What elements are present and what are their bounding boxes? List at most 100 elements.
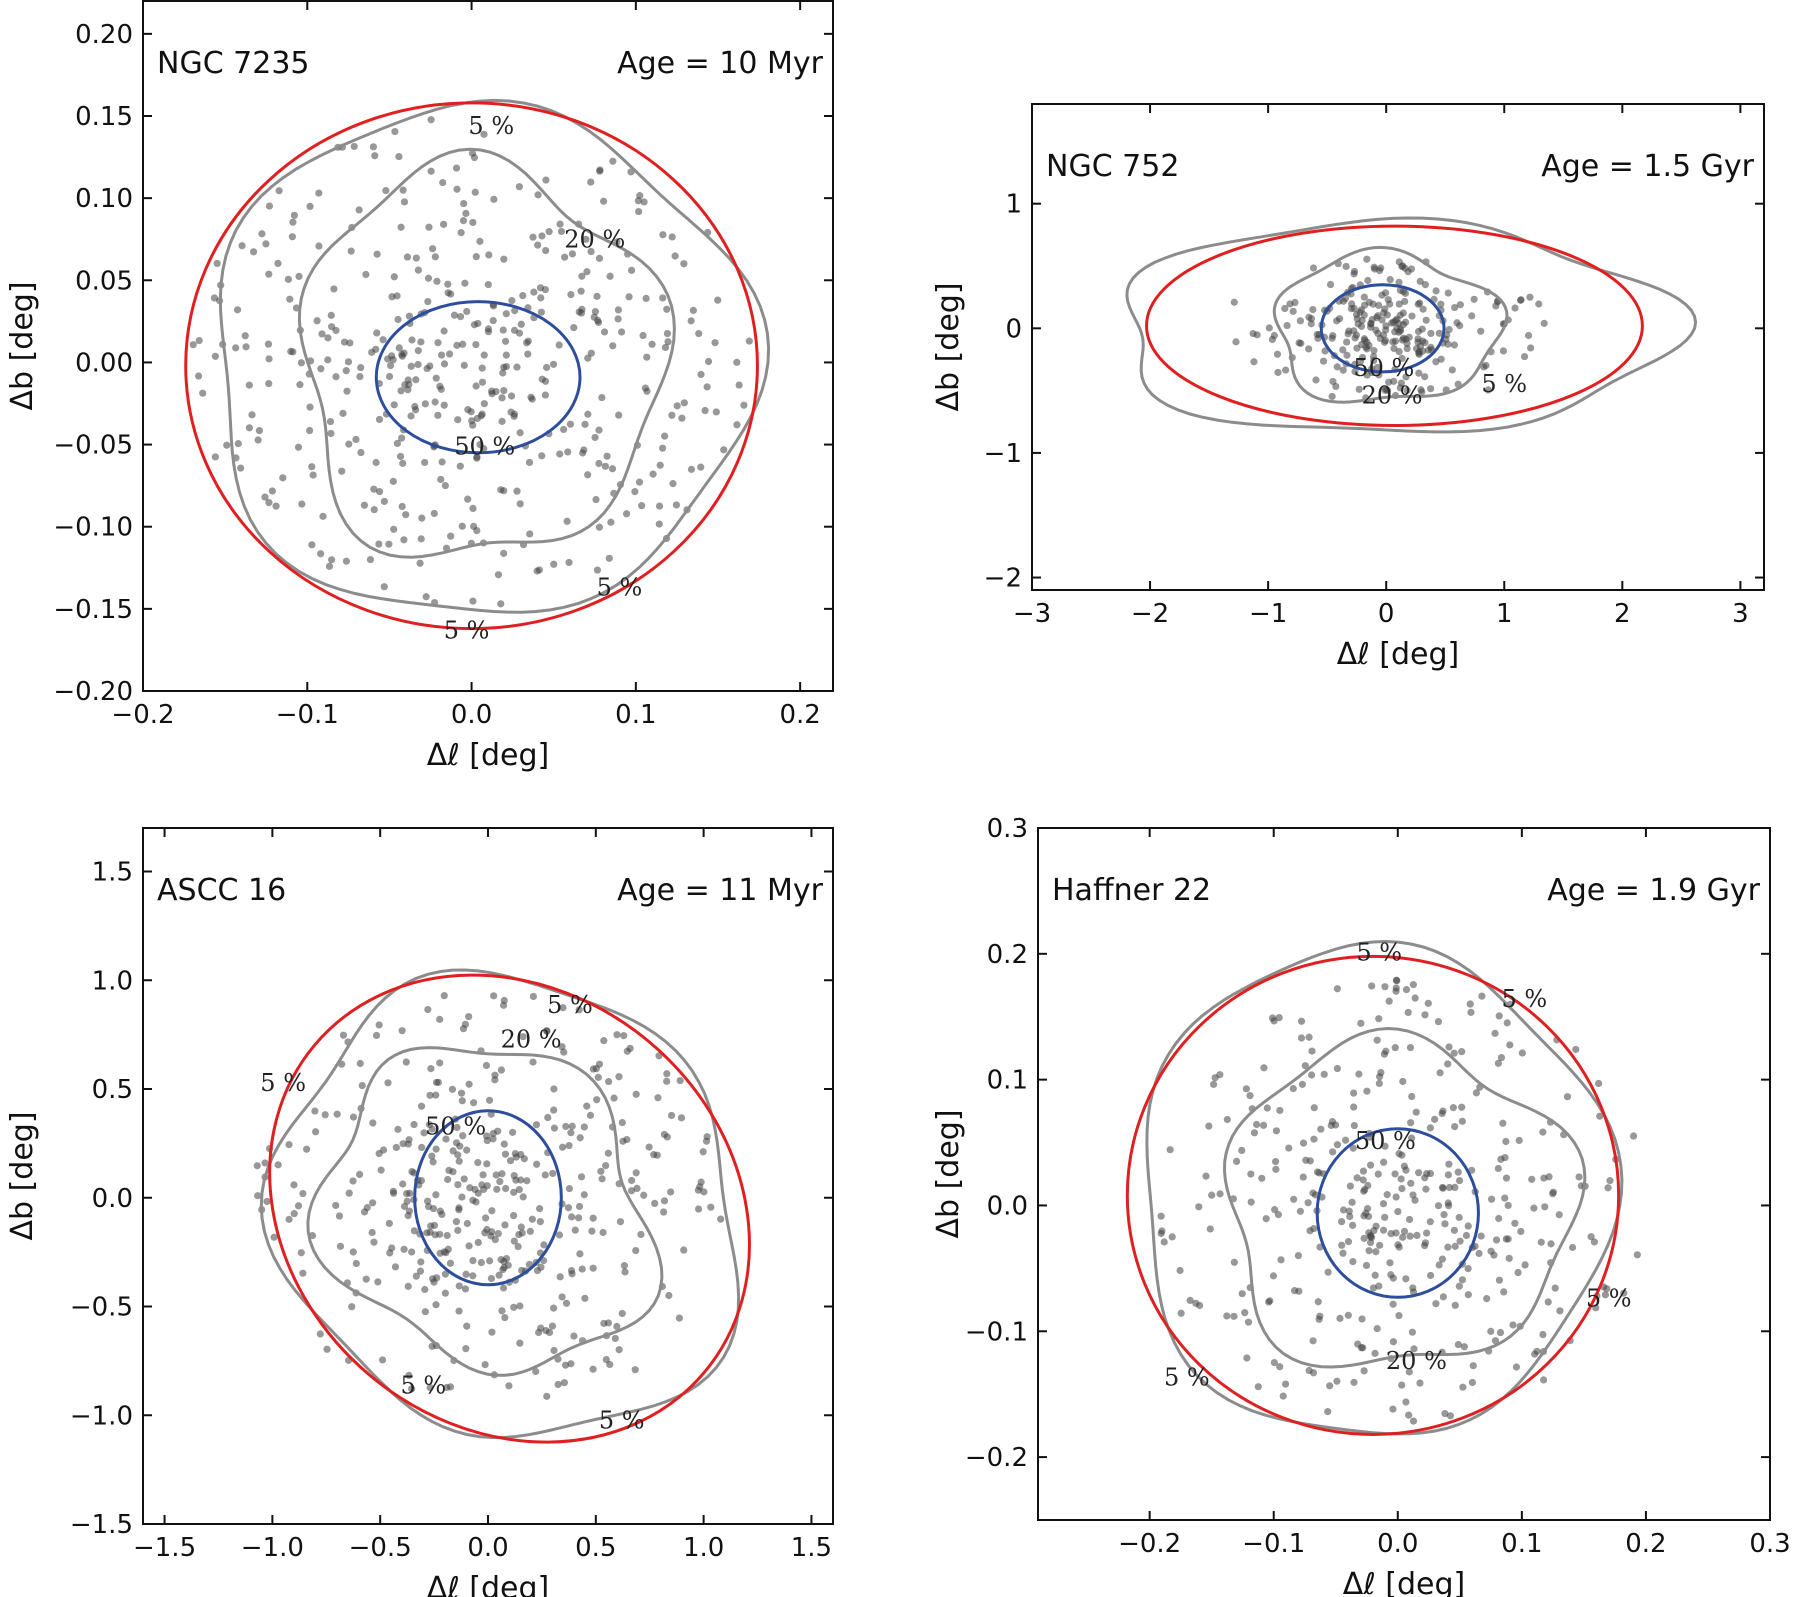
star-point	[1230, 298, 1238, 306]
star-point	[299, 1269, 307, 1277]
star-point	[328, 323, 336, 331]
star-point	[1398, 1184, 1406, 1193]
x-tick-label: 0.3	[1749, 1529, 1790, 1559]
star-point	[213, 259, 221, 268]
star-point	[1333, 1141, 1342, 1149]
star-point	[1458, 1276, 1467, 1284]
star-point	[452, 164, 461, 172]
star-point	[1305, 1033, 1313, 1041]
star-point	[472, 253, 480, 261]
star-point	[1456, 1237, 1464, 1245]
star-point	[339, 1031, 348, 1039]
star-point	[616, 1218, 625, 1226]
star-point	[1499, 347, 1508, 355]
contour-label: 5 %	[1501, 985, 1547, 1013]
x-tick-label: 0.2	[1625, 1529, 1666, 1559]
star-point	[1405, 1368, 1413, 1376]
star-point	[1426, 1124, 1434, 1132]
star-point	[1168, 1233, 1176, 1241]
contour-label: 5 %	[1356, 938, 1402, 966]
star-point	[468, 417, 476, 425]
star-point	[663, 305, 671, 313]
star-point	[480, 1185, 488, 1193]
star-point	[1392, 316, 1400, 325]
star-point	[440, 220, 448, 228]
star-point	[472, 1198, 480, 1206]
star-point	[356, 1170, 364, 1179]
star-point	[389, 1187, 397, 1195]
star-point	[1501, 1194, 1509, 1202]
star-point	[1421, 1011, 1429, 1019]
star-point	[1326, 1382, 1334, 1390]
star-point	[473, 454, 481, 462]
star-point	[1364, 276, 1372, 285]
star-point	[1400, 1227, 1409, 1235]
star-point	[1317, 1125, 1325, 1133]
star-point	[507, 392, 516, 400]
star-point	[625, 293, 633, 301]
star-point	[641, 384, 650, 392]
star-point	[1309, 1189, 1317, 1197]
x-tick-label: 2	[1614, 599, 1631, 629]
star-point	[223, 441, 231, 449]
star-point	[370, 1238, 378, 1246]
star-point	[650, 1151, 658, 1159]
star-point	[1329, 377, 1337, 386]
star-point	[388, 352, 396, 360]
star-point	[1451, 1183, 1459, 1192]
star-point	[659, 294, 667, 302]
star-point	[565, 1184, 574, 1193]
star-point	[578, 1265, 586, 1273]
star-point	[1416, 299, 1424, 307]
star-point	[1438, 1183, 1447, 1192]
star-point	[459, 340, 467, 348]
star-point	[502, 310, 510, 318]
star-point	[1177, 1309, 1185, 1317]
star-point	[673, 402, 681, 410]
star-point	[499, 1284, 508, 1292]
star-point	[1398, 1151, 1406, 1159]
star-point	[689, 306, 697, 315]
star-point	[1383, 1191, 1391, 1199]
x-tick-label: 0	[1378, 599, 1395, 629]
star-point	[408, 1167, 416, 1176]
star-point	[534, 1328, 543, 1337]
star-point	[1539, 1376, 1548, 1384]
star-point	[469, 522, 478, 530]
star-point	[262, 240, 270, 248]
star-point	[372, 1031, 381, 1040]
star-point	[550, 1085, 558, 1093]
star-point	[1297, 1017, 1306, 1025]
star-point	[534, 191, 542, 199]
star-point	[1436, 1069, 1444, 1077]
density-contour	[306, 1046, 664, 1377]
star-point	[1341, 1136, 1350, 1144]
star-point	[564, 1204, 573, 1212]
star-point	[515, 1186, 523, 1194]
star-point	[426, 1384, 434, 1392]
star-point	[695, 329, 703, 338]
y-tick-label: 0.10	[75, 184, 133, 214]
star-point	[632, 1090, 640, 1098]
star-point	[595, 523, 604, 531]
y-tick-label: 0.05	[75, 266, 133, 296]
star-point	[388, 293, 396, 301]
star-point	[1444, 1171, 1452, 1179]
star-point	[390, 401, 398, 409]
star-point	[601, 462, 610, 470]
star-point	[717, 1215, 725, 1223]
star-point	[1494, 1164, 1502, 1173]
star-point	[265, 202, 274, 210]
star-point	[1289, 307, 1297, 315]
star-point	[189, 341, 197, 349]
star-point	[595, 459, 603, 468]
star-point	[403, 253, 412, 261]
star-point	[493, 1185, 501, 1193]
star-point	[363, 1204, 371, 1212]
star-point	[465, 1080, 473, 1088]
star-point	[1353, 1174, 1361, 1182]
star-point	[1296, 1207, 1304, 1215]
star-point	[1596, 1112, 1604, 1120]
star-point	[1326, 280, 1335, 289]
star-point	[1432, 358, 1440, 366]
